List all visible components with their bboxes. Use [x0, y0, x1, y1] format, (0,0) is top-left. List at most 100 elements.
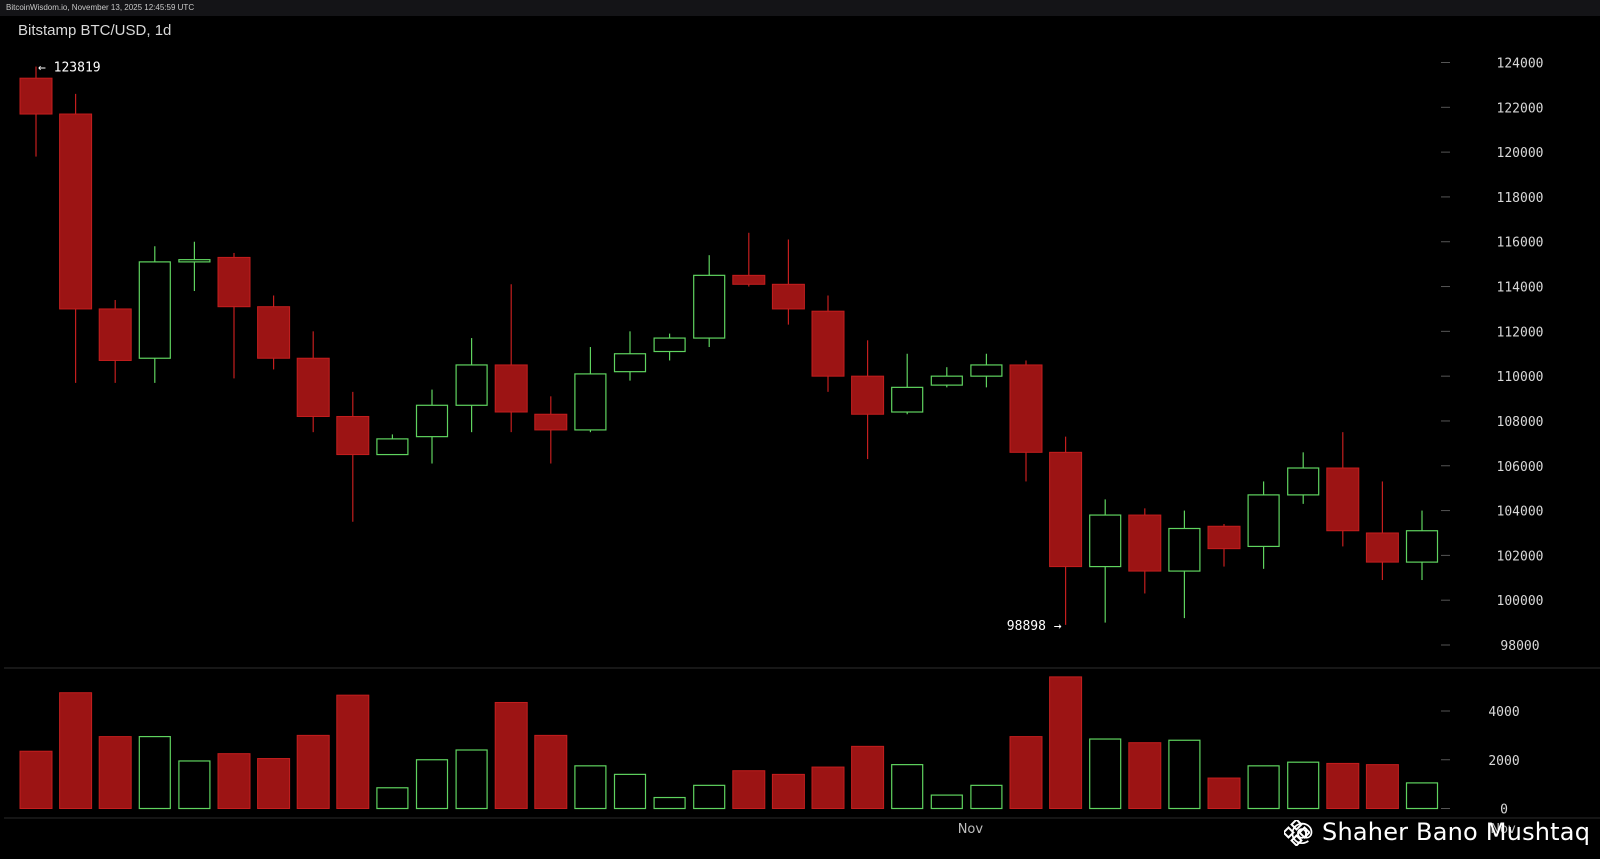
candle-down [1049, 436, 1083, 625]
candle-body [970, 364, 1003, 377]
candle-body [1009, 364, 1043, 453]
candle-body [771, 283, 805, 310]
volume-bar-up [970, 784, 1003, 810]
candle-down [851, 340, 885, 460]
price-axis: 98000 100000 102000 104000 106000 108000 11000… [1441, 57, 1544, 654]
chart-background [0, 16, 1600, 859]
volume-bar-up [693, 784, 726, 810]
volume-bar-up [653, 796, 686, 810]
candle-body [851, 375, 885, 415]
volume-bar-up [613, 773, 647, 810]
volume-bar-up [455, 749, 488, 810]
volume-axis: 0 2000 4000 [1441, 705, 1520, 818]
volume-tick-label: 0 [1500, 803, 1508, 818]
time-axis-label: Nov [958, 822, 984, 837]
price-tick-label: 122000 [1497, 101, 1544, 116]
chart-title: Bitstamp BTC/USD, 1d [18, 22, 172, 39]
candle-body [178, 259, 211, 263]
candle-down [217, 252, 251, 379]
candle-up [693, 255, 726, 348]
price-tick-label: 110000 [1497, 370, 1544, 385]
candle-up [455, 338, 488, 433]
candle-up [970, 353, 1003, 388]
binance-logo-icon [1284, 820, 1310, 846]
price-tick-label: 112000 [1497, 325, 1544, 340]
candle-down [811, 295, 845, 392]
volume-bar-up [138, 735, 171, 810]
candle-body [732, 274, 766, 285]
candle-body [98, 308, 132, 361]
volume-bar-down [1207, 777, 1241, 809]
price-tick-label: 100000 [1497, 594, 1544, 609]
price-tick-label: 102000 [1497, 549, 1544, 564]
volume-bar-up [376, 787, 409, 810]
volume-bar-down [257, 758, 291, 809]
volume-bar-up [1405, 782, 1439, 810]
volume-bar-down [1365, 764, 1399, 809]
candle-body [1405, 530, 1439, 563]
price-tick-label: 118000 [1497, 191, 1544, 206]
volume-bar-up [891, 764, 924, 810]
volume-bar-down [336, 694, 370, 809]
volume-bar-down [494, 701, 528, 809]
volume-bar-down [19, 750, 53, 809]
candle-body [1049, 451, 1083, 568]
candle-body [494, 364, 528, 413]
candle-up [891, 353, 924, 415]
volume-bar-down [1049, 676, 1083, 809]
candle-up [653, 333, 686, 361]
candle-body [217, 256, 251, 308]
candle-body [59, 113, 93, 310]
candle-body [1168, 527, 1201, 572]
volume-bar-down [534, 734, 568, 809]
source-timestamp: BitcoinWisdom.io, November 13, 2025 12:4… [6, 3, 195, 12]
candle-body [138, 261, 171, 359]
volume-bar-down [98, 736, 132, 809]
candle-up [1247, 481, 1280, 569]
candle-down [19, 66, 53, 157]
volume-bar-down [732, 770, 766, 809]
volume-bar-up [1287, 761, 1320, 810]
candle-body [296, 357, 330, 417]
candle-down [1326, 432, 1360, 547]
candle-up [415, 389, 449, 464]
candlestick-series [19, 66, 1439, 625]
volume-bar-up [415, 759, 449, 810]
candle-up [930, 367, 963, 388]
volume-bar-up [178, 760, 211, 810]
volume-bar-up [1168, 739, 1201, 810]
candle-up [1287, 452, 1320, 504]
candle-body [415, 404, 449, 438]
candle-down [296, 331, 330, 433]
price-tick-label: 114000 [1497, 281, 1544, 296]
annotations: ← 123819 98898 → [38, 61, 1062, 634]
volume-series [19, 676, 1439, 810]
candle-down [534, 396, 568, 464]
volume-tick-label: 2000 [1488, 754, 1519, 769]
volume-bar-down [811, 766, 845, 809]
candle-body [930, 375, 963, 386]
candle-up [138, 246, 171, 383]
time-axis-label: Nov [1490, 822, 1516, 837]
price-tick-label: 116000 [1497, 236, 1544, 251]
header-bar: BitcoinWisdom.io, November 13, 2025 12:4… [0, 0, 1600, 16]
candle-down [257, 295, 291, 370]
candle-body [891, 386, 924, 413]
candle-body [613, 353, 647, 373]
candle-down [1009, 360, 1043, 482]
volume-bar-down [217, 753, 251, 809]
volume-bar-up [574, 765, 607, 810]
volume-bar-down [1128, 742, 1162, 809]
candle-up [178, 241, 211, 292]
high-price-annotation: ← 123819 [38, 61, 101, 76]
candle-down [1128, 508, 1162, 594]
candle-body [1089, 514, 1122, 568]
candle-body [693, 274, 726, 339]
candle-up [613, 331, 647, 381]
candle-body [336, 415, 370, 456]
volume-bar-down [851, 745, 885, 809]
candle-down [1365, 481, 1399, 581]
watermark-text: @ Shaher Bano Mushtaq [1290, 818, 1591, 846]
